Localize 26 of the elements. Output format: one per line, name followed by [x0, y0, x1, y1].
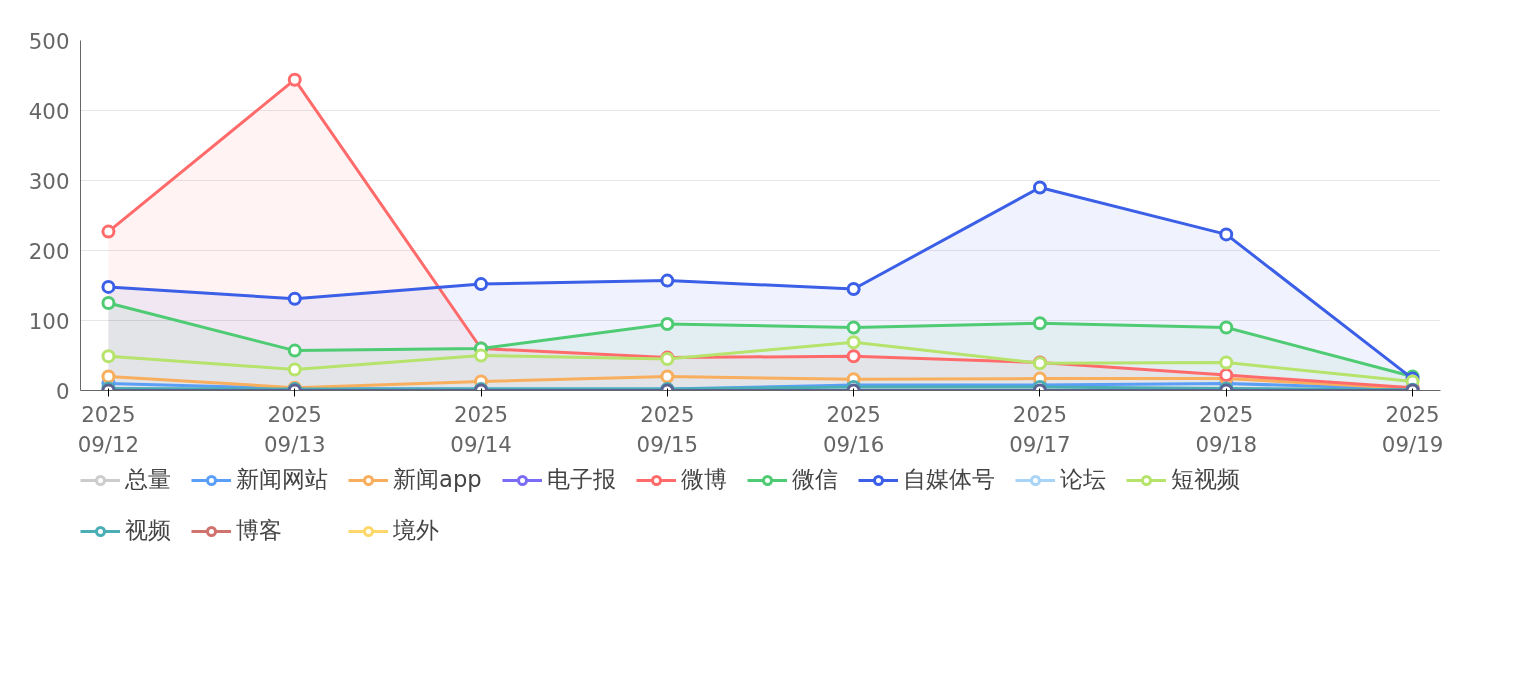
legend-label: 自媒体号 [902, 465, 995, 494]
x-tick-label: 2025 09/12 [77, 401, 140, 457]
legend-label: 微信 [791, 465, 838, 494]
x-tick-label: 2025 09/16 [822, 401, 885, 457]
legend-label: 新闻app [393, 465, 482, 494]
x-tick-label: 2025 09/14 [450, 401, 512, 457]
legend-label: 境外 [393, 516, 439, 545]
y-tick-label: 200 [28, 238, 70, 264]
y-tick-label: 400 [28, 98, 70, 124]
x-tick-label: 2025 09/19 [1381, 401, 1444, 457]
legend-label: 博客 [236, 516, 282, 545]
legend-label: 短视频 [1170, 465, 1240, 494]
x-tick-label: 2025 09/15 [636, 401, 699, 457]
x-tick-label: 2025 09/17 [1009, 401, 1071, 457]
legend-label: 新闻网站 [236, 465, 328, 494]
legend-label: 电子报 [546, 465, 616, 494]
legend-label: 论坛 [1059, 465, 1106, 494]
y-tick-label: 500 [28, 28, 70, 54]
x-tick-label: 2025 09/18 [1195, 401, 1257, 457]
y-tick-label: 0 [55, 378, 70, 404]
y-tick-label: 300 [28, 168, 70, 194]
x-tick-label: 2025 09/13 [264, 401, 326, 457]
legend-label: 视频 [125, 516, 171, 545]
legend-label: 总量 [125, 465, 171, 494]
legend-label: 微博 [680, 465, 727, 494]
y-tick-label: 100 [28, 308, 70, 334]
